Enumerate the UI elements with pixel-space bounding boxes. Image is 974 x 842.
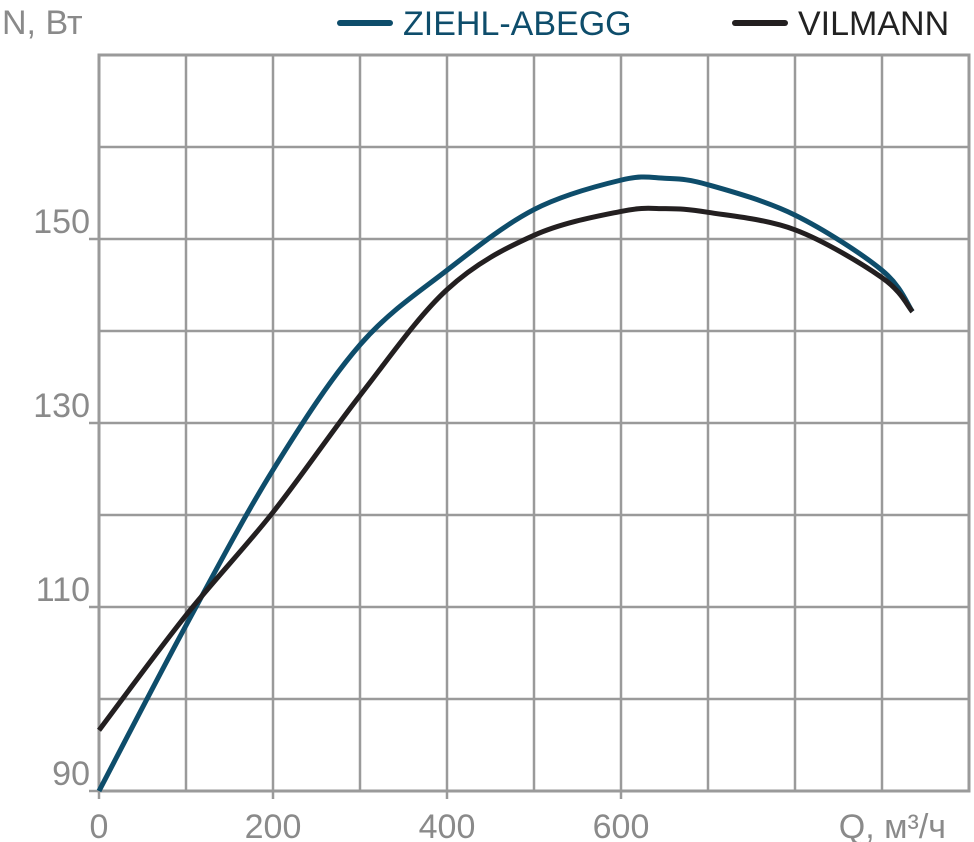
y-tick-label: 90 — [52, 755, 90, 793]
y-tick-label: 150 — [33, 203, 90, 241]
y-tick-label: 110 — [36, 571, 90, 609]
x-tick-label: 400 — [419, 808, 476, 842]
legend-label: VILMANN — [798, 5, 949, 43]
line-series — [96, 174, 915, 793]
x-tick-label: 0 — [90, 808, 109, 842]
x-tick-label: 600 — [593, 808, 650, 842]
line-series — [97, 205, 915, 732]
x-tick-label: 200 — [245, 808, 302, 842]
y-axis-label: N, Вт — [2, 4, 83, 42]
x-axis-label: Q, м³/ч — [839, 808, 946, 842]
y-tick-label: 130 — [33, 387, 90, 425]
legend-label: ZIEHL-ABEGG — [403, 5, 632, 43]
